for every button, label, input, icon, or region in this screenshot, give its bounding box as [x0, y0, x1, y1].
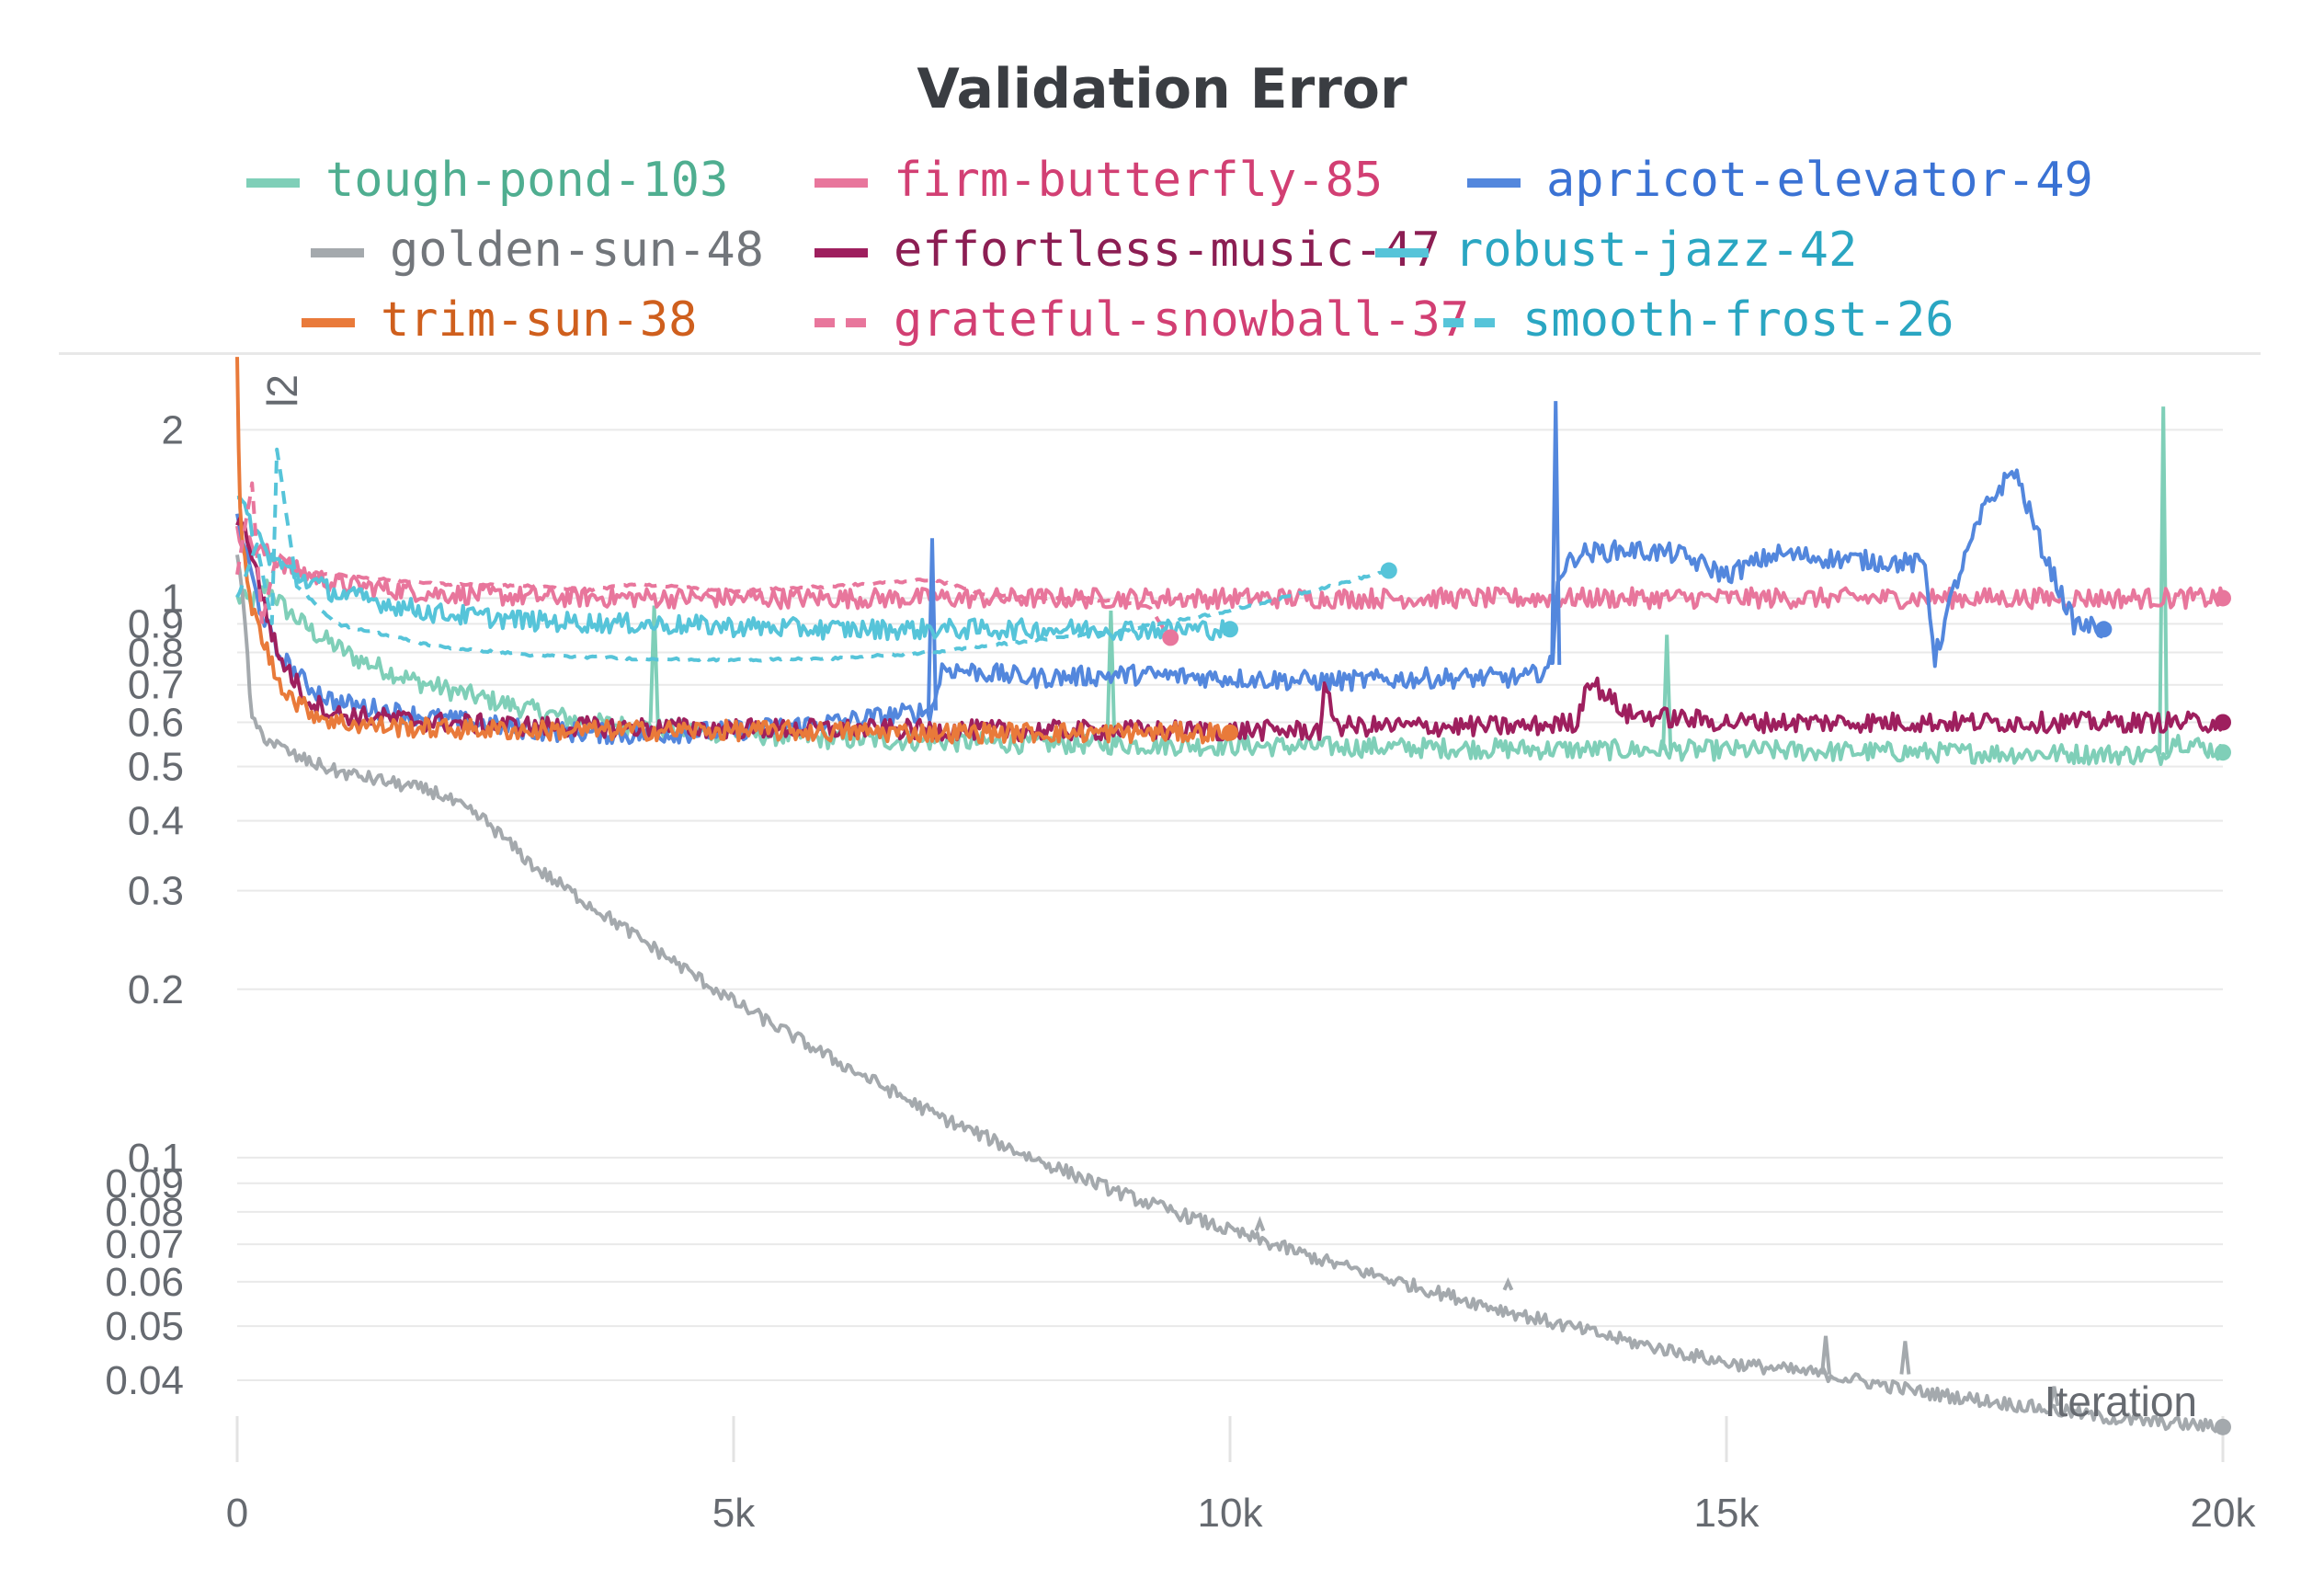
y-tick-label: 0.07: [105, 1222, 184, 1267]
y-tick-label: 0.6: [128, 700, 184, 745]
grid-lines: [237, 429, 2223, 1382]
y-tick-label: 1: [162, 576, 184, 621]
end-marker-golden-sun-48: [2215, 1418, 2231, 1435]
series-line-trim-sun-38: [235, 357, 1232, 745]
series-spike-apricot-elevator-49: [1550, 401, 1562, 666]
legend-swatch: [311, 248, 364, 257]
series-spike-tough-pond-103: [1105, 610, 1117, 744]
legend-label: robust-jazz-42: [1454, 223, 1858, 278]
x-tick-label: 20k: [2191, 1491, 2257, 1536]
legend-swatch: [815, 178, 868, 188]
end-marker-grateful-snowball-37: [1162, 629, 1179, 646]
end-marker-smooth-frost-26: [1380, 562, 1397, 579]
y-tick-label: 0.05: [105, 1304, 184, 1349]
series-spike-tough-pond-103: [648, 605, 660, 723]
x-axis-ticks: 0 5k 10k 15k 20k: [226, 1416, 2257, 1536]
end-markers: [1162, 562, 2231, 1435]
series-lines: [235, 357, 2225, 1434]
end-marker-firm-butterfly-85: [2215, 589, 2231, 607]
legend-swatch: [1375, 248, 1429, 257]
end-marker-apricot-elevator-49: [2095, 621, 2113, 638]
series-spike-golden-sun-48: [2048, 1386, 2060, 1407]
y-tick-label: 0.8: [128, 630, 184, 675]
series-spike-golden-sun-48: [1254, 1216, 1266, 1232]
legend-label: trim-sun-38: [381, 292, 698, 348]
x-axis-label: Iteration: [2045, 1378, 2197, 1425]
x-tick-label: 5k: [712, 1491, 756, 1536]
legend-divider: [59, 352, 2261, 355]
legend-swatch: [1467, 178, 1521, 188]
end-marker-tough-pond-103: [2215, 744, 2231, 761]
series-line-golden-sun-48: [235, 554, 2225, 1434]
legend-label: smooth-frost-26: [1522, 292, 1954, 348]
y-tick-label: 0.08: [105, 1190, 184, 1235]
series-line-smooth-frost-26: [235, 447, 1390, 663]
x-tick-label: 15k: [1694, 1491, 1760, 1536]
series-line-apricot-elevator-49: [235, 468, 2106, 746]
y-tick-label: 0.09: [105, 1161, 184, 1206]
y-tick-label: 0.3: [128, 869, 184, 914]
y-tick-label: 0.1: [128, 1136, 184, 1181]
y-tick-label: 0.9: [128, 601, 184, 646]
legend-label: golden-sun-48: [390, 223, 764, 278]
series-spike-golden-sun-48: [1820, 1335, 1831, 1375]
end-marker-robust-jazz-42: [1222, 621, 1238, 638]
series-line-grateful-snowball-37: [235, 481, 1172, 639]
panel-label: l2: [258, 374, 306, 407]
x-tick-label: 0: [226, 1491, 248, 1536]
end-marker-effortless-music-47: [2215, 714, 2231, 731]
y-tick-label: 2: [162, 407, 184, 452]
series-line-robust-jazz-42: [236, 495, 1232, 642]
legend-label: firm-butterfly-85: [894, 153, 1384, 208]
y-tick-label: 0.5: [128, 745, 184, 790]
y-tick-label: 0.04: [105, 1358, 184, 1403]
legend-swatch: [815, 318, 868, 327]
y-tick-label: 0.06: [105, 1260, 184, 1305]
series-spike-tough-pond-103: [1661, 634, 1673, 750]
legend-label: effortless-music-47: [894, 223, 1441, 278]
series-spike-golden-sun-48: [1899, 1341, 1911, 1375]
legend-swatch: [302, 318, 355, 327]
x-tick-label: 10k: [1198, 1491, 1264, 1536]
legend-label: apricot-elevator-49: [1546, 153, 2093, 208]
legend-swatch: [246, 178, 300, 188]
legend-label: grateful-snowball-37: [894, 292, 1470, 348]
y-tick-label: 0.2: [128, 967, 184, 1012]
series-spike-golden-sun-48: [1502, 1276, 1514, 1291]
y-axis-ticks: 210.90.80.70.60.50.40.30.20.10.090.080.0…: [105, 407, 184, 1403]
legend-swatch: [1443, 318, 1497, 327]
legend-swatch: [815, 248, 868, 257]
end-marker-trim-sun-38: [1222, 724, 1238, 741]
series-line-firm-butterfly-85: [235, 525, 2225, 611]
y-tick-label: 0.7: [128, 663, 184, 708]
series-spike-tough-pond-103: [2158, 406, 2170, 755]
chart-title: Validation Error: [917, 57, 1407, 121]
legend-label: tough-pond-103: [325, 153, 729, 208]
y-tick-label: 0.4: [128, 799, 184, 844]
